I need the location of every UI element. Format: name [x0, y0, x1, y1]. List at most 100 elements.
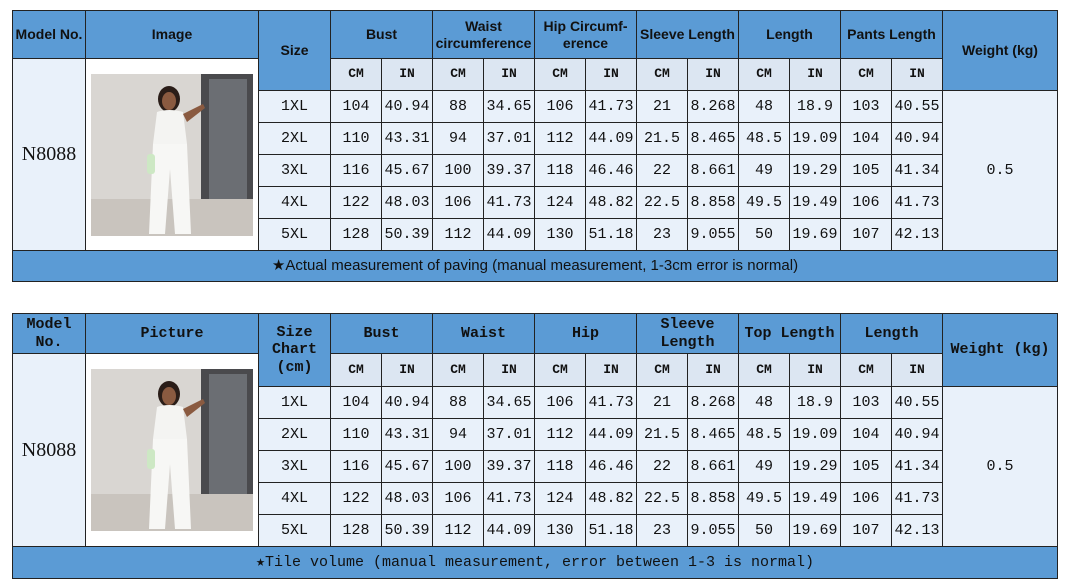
table-cell: 41.73 — [891, 186, 943, 219]
table-cell: 8.465 — [687, 122, 739, 155]
table-cell: 130 — [534, 218, 586, 251]
table-cell: 50.39 — [381, 514, 433, 547]
table-cell: Waist — [432, 313, 535, 354]
table-cell: 41.73 — [585, 386, 637, 419]
table-cell: 104 — [840, 418, 892, 451]
table-cell: CM — [738, 353, 790, 387]
table-cell: 5XL — [258, 218, 331, 251]
table-cell: 18.9 — [789, 386, 841, 419]
table-cell: 19.09 — [789, 122, 841, 155]
table-cell: 50.39 — [381, 218, 433, 251]
table-cell: Length — [840, 313, 943, 354]
table-cell: 8.858 — [687, 186, 739, 219]
table-cell: 50 — [738, 218, 790, 251]
table-cell: IN — [891, 58, 943, 91]
table-cell: 37.01 — [483, 122, 535, 155]
table-cell: 9.055 — [687, 514, 739, 547]
table-cell: 39.37 — [483, 154, 535, 187]
table-cell: 21 — [636, 90, 688, 123]
table-cell: 112 — [534, 122, 586, 155]
table-cell: 94 — [432, 418, 484, 451]
table-cell: 40.94 — [891, 122, 943, 155]
table-cell: 48.82 — [585, 482, 637, 515]
table-cell: 42.13 — [891, 218, 943, 251]
table-cell: 0.5 — [942, 90, 1058, 251]
table-cell: 100 — [432, 450, 484, 483]
table-cell: CM — [432, 58, 484, 91]
table-cell: 50 — [738, 514, 790, 547]
table-cell: 88 — [432, 386, 484, 419]
table-cell: 3XL — [258, 154, 331, 187]
table-cell: 19.09 — [789, 418, 841, 451]
table-cell: 40.94 — [381, 386, 433, 419]
table-cell: 124 — [534, 186, 586, 219]
table-cell: 122 — [330, 482, 382, 515]
table-cell: 88 — [432, 90, 484, 123]
table-cell: 107 — [840, 218, 892, 251]
table-cell: 48.03 — [381, 482, 433, 515]
table-cell: 40.94 — [381, 90, 433, 123]
table-cell: 22 — [636, 450, 688, 483]
table-cell: 100 — [432, 154, 484, 187]
table-cell: 105 — [840, 154, 892, 187]
table-cell: 128 — [330, 514, 382, 547]
table-cell: Bust — [330, 10, 433, 59]
table-cell: CM — [840, 353, 892, 387]
table-cell: 21 — [636, 386, 688, 419]
table-cell: 41.73 — [483, 482, 535, 515]
table-cell: 37.01 — [483, 418, 535, 451]
table-cell: 0.5 — [942, 386, 1058, 547]
table-cell: CM — [534, 58, 586, 91]
table-cell: 8.268 — [687, 90, 739, 123]
table-cell: 124 — [534, 482, 586, 515]
table-cell: CM — [636, 353, 688, 387]
table-cell: ★Tile volume (manual measurement, error … — [12, 546, 1058, 579]
table-cell: Length — [738, 10, 841, 59]
table-cell: 49 — [738, 450, 790, 483]
table-cell: 116 — [330, 154, 382, 187]
table-cell: 45.67 — [381, 154, 433, 187]
table-cell: 43.31 — [381, 122, 433, 155]
table-cell: 2XL — [258, 418, 331, 451]
table-cell: 41.73 — [483, 186, 535, 219]
table-cell: 48.82 — [585, 186, 637, 219]
table-cell: 104 — [330, 386, 382, 419]
table-cell: 44.09 — [483, 514, 535, 547]
picture-cell — [85, 353, 259, 547]
table-cell: Size — [258, 10, 331, 91]
table-cell: CM — [534, 353, 586, 387]
table-cell: 48 — [738, 386, 790, 419]
table-cell: Weight (kg) — [942, 313, 1058, 387]
table-cell: 9.055 — [687, 218, 739, 251]
table-cell: N8088 — [12, 353, 86, 547]
table-cell: 19.29 — [789, 450, 841, 483]
table-cell: 22.5 — [636, 186, 688, 219]
table-cell: 51.18 — [585, 514, 637, 547]
table-cell: Pants Length — [840, 10, 943, 59]
table-cell: 103 — [840, 90, 892, 123]
table-cell: Model No. — [12, 10, 86, 59]
table-cell: 110 — [330, 418, 382, 451]
table-cell: 23 — [636, 514, 688, 547]
table-cell: 3XL — [258, 450, 331, 483]
photo — [91, 73, 253, 236]
table-cell: 46.46 — [585, 154, 637, 187]
table-cell: 107 — [840, 514, 892, 547]
table-cell: 40.55 — [891, 386, 943, 419]
table-cell: 128 — [330, 218, 382, 251]
table-cell: 40.94 — [891, 418, 943, 451]
table-cell: 94 — [432, 122, 484, 155]
table-cell: 8.661 — [687, 450, 739, 483]
table-cell: 2XL — [258, 122, 331, 155]
table-cell: 110 — [330, 122, 382, 155]
table-cell: 48.5 — [738, 122, 790, 155]
table-cell: Waist circumference — [432, 10, 535, 59]
table-cell: 106 — [534, 90, 586, 123]
table-cell: CM — [330, 353, 382, 387]
table-cell: CM — [738, 58, 790, 91]
table-cell: Top Length — [738, 313, 841, 354]
table-cell: 104 — [840, 122, 892, 155]
table-cell: 44.09 — [585, 122, 637, 155]
table-cell: 21.5 — [636, 418, 688, 451]
